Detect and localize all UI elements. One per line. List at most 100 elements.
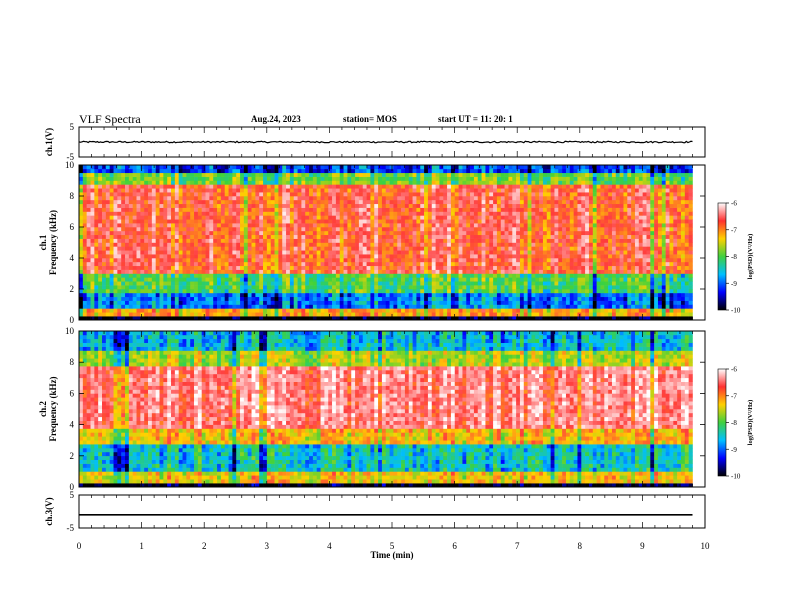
- spectrogram-cell: [363, 305, 367, 309]
- spectrogram-cell: [160, 266, 164, 270]
- spectrogram-cell: [597, 274, 601, 278]
- spectrogram-cell: [271, 277, 275, 281]
- spectrogram-cell: [267, 227, 271, 231]
- spectrogram-cell: [367, 235, 371, 239]
- spectrogram-cell: [416, 270, 420, 274]
- spectrogram-cell: [428, 308, 432, 312]
- spectrogram-cell: [324, 281, 328, 285]
- spectrogram-cell: [597, 239, 601, 243]
- spectrogram-cell: [677, 293, 681, 297]
- spectrogram-cell: [650, 235, 654, 239]
- spectrogram-cell: [140, 277, 144, 281]
- spectrogram-cell: [225, 281, 229, 285]
- spectrogram-cell: [317, 231, 321, 235]
- spectrogram-cell: [643, 231, 647, 235]
- spectrogram-cell: [148, 254, 152, 258]
- spectrogram-cell: [551, 274, 555, 278]
- spectrogram-cell: [516, 281, 520, 285]
- spectrogram-cell: [305, 243, 309, 247]
- spectrogram-cell: [405, 297, 409, 301]
- spectrogram-cell: [531, 231, 535, 235]
- spectrogram-cell: [646, 297, 650, 301]
- spectrogram-cell: [631, 293, 635, 297]
- spectrogram-cell: [324, 301, 328, 305]
- spectrogram-cell: [501, 297, 505, 301]
- spectrogram-cell: [639, 285, 643, 289]
- spectrogram-cell: [298, 305, 302, 309]
- spectrogram-cell: [539, 305, 543, 309]
- spectrogram-cell: [163, 305, 167, 309]
- spectrogram-cell: [137, 297, 141, 301]
- spectrogram-cell: [485, 312, 489, 316]
- spectrogram-cell: [202, 254, 206, 258]
- spectrogram-cell: [313, 297, 317, 301]
- spectrogram-cell: [608, 239, 612, 243]
- spectrogram-cell: [186, 285, 190, 289]
- spectrogram-cell: [604, 266, 608, 270]
- spectrogram-cell: [466, 231, 470, 235]
- spectrogram-cell: [681, 258, 685, 262]
- spectrogram-cell: [309, 258, 313, 262]
- spectrogram-cell: [631, 308, 635, 312]
- spectrogram-cell: [206, 308, 210, 312]
- spectrogram-cell: [301, 274, 305, 278]
- spectrogram-cell: [160, 246, 164, 250]
- spectrogram-cell: [313, 270, 317, 274]
- spectrogram-cell: [198, 258, 202, 262]
- spectrogram-cell: [497, 289, 501, 293]
- spectrogram-cell: [236, 270, 240, 274]
- spectrogram-cell: [462, 266, 466, 270]
- spectrogram-cell: [163, 239, 167, 243]
- spectrogram-cell: [278, 297, 282, 301]
- spectrogram-cell: [505, 231, 509, 235]
- spectrogram-cell: [163, 308, 167, 312]
- spectrogram-cell: [140, 289, 144, 293]
- spectrogram-cell: [673, 297, 677, 301]
- spectrogram-cell: [551, 250, 555, 254]
- spectrogram-cell: [98, 254, 102, 258]
- spectrogram-cell: [600, 231, 604, 235]
- spectrogram-cell: [252, 246, 256, 250]
- spectrogram-cell: [347, 297, 351, 301]
- spectrogram-cell: [459, 277, 463, 281]
- spectrogram-cell: [194, 305, 198, 309]
- spectrogram-cell: [179, 277, 183, 281]
- spectrogram-cell: [229, 285, 233, 289]
- spectrogram-cell: [252, 258, 256, 262]
- spectrogram-cell: [405, 305, 409, 309]
- spectrogram-cell: [332, 301, 336, 305]
- spectrogram-cell: [604, 239, 608, 243]
- spectrogram-cell: [313, 266, 317, 270]
- spectrogram-cell: [79, 227, 83, 231]
- spectrogram-cell: [275, 250, 279, 254]
- spectrogram-cell: [558, 281, 562, 285]
- spectrogram-cell: [378, 243, 382, 247]
- spectrogram-cell: [631, 277, 635, 281]
- spectrogram-cell: [547, 274, 551, 278]
- spectrogram-cell: [106, 289, 110, 293]
- spectrogram-cell: [309, 235, 313, 239]
- spectrogram-cell: [171, 277, 175, 281]
- spectrogram-cell: [332, 231, 336, 235]
- spectrogram-cell: [574, 293, 578, 297]
- spectrogram-cell: [240, 305, 244, 309]
- spectrogram-cell: [378, 293, 382, 297]
- spectrogram-cell: [140, 262, 144, 266]
- spectrogram-cell: [163, 235, 167, 239]
- spectrogram-cell: [374, 250, 378, 254]
- spectrogram-cell: [646, 281, 650, 285]
- spectrogram-cell: [635, 281, 639, 285]
- spectrogram-cell: [508, 258, 512, 262]
- spectrogram-cell: [148, 258, 152, 262]
- spectrogram-cell: [259, 274, 263, 278]
- spectrogram-cell: [543, 250, 547, 254]
- spectrogram-cell: [439, 270, 443, 274]
- spectrogram-cell: [581, 250, 585, 254]
- spectrogram-cell: [558, 277, 562, 281]
- spectrogram-cell: [305, 262, 309, 266]
- spectrogram-cell: [570, 277, 574, 281]
- spectrogram-cell: [608, 243, 612, 247]
- spectrogram-cell: [593, 308, 597, 312]
- spectrogram-cell: [282, 243, 286, 247]
- spectrogram-cell: [328, 266, 332, 270]
